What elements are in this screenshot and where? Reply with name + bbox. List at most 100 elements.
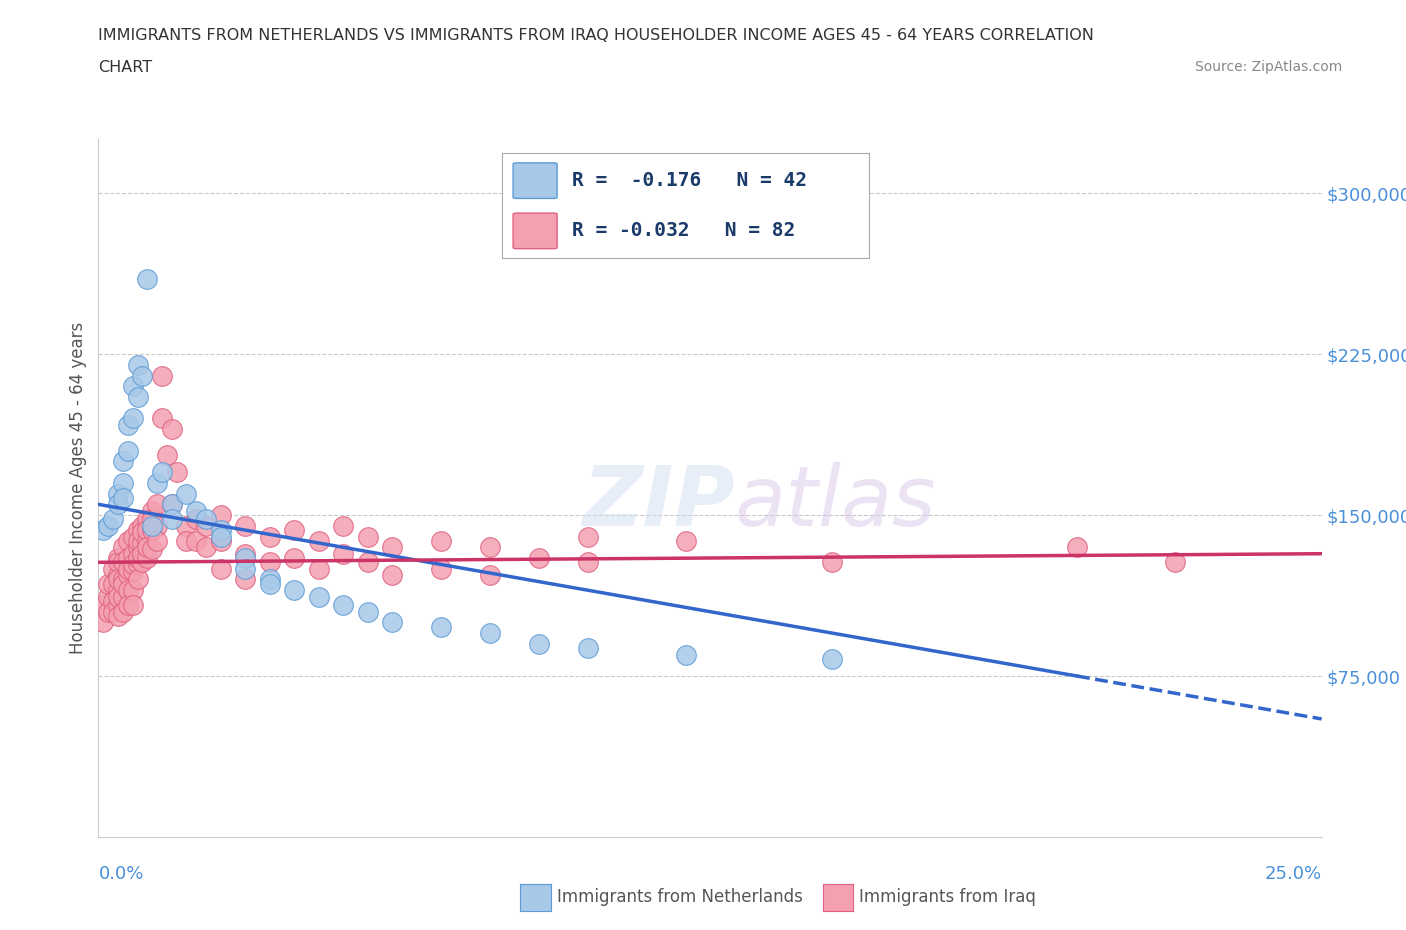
Point: [186, 512, 208, 526]
Point: [136, 512, 159, 526]
Point: [576, 641, 599, 656]
Point: [160, 422, 183, 437]
Point: [233, 562, 256, 577]
Point: [117, 567, 139, 582]
Point: [97, 604, 120, 619]
Point: [308, 562, 330, 577]
Point: [111, 454, 134, 469]
Point: [121, 557, 143, 572]
Point: [259, 577, 281, 591]
Point: [259, 555, 281, 570]
Point: [107, 486, 129, 501]
Point: [101, 512, 124, 526]
Point: [146, 534, 169, 549]
Point: [576, 555, 599, 570]
Point: [107, 497, 129, 512]
Point: [141, 523, 163, 538]
Point: [127, 390, 149, 405]
Point: [121, 598, 143, 613]
Point: [381, 567, 404, 582]
Point: [101, 604, 124, 619]
Point: [209, 529, 232, 544]
Point: [209, 523, 232, 538]
Point: [1164, 555, 1187, 570]
Point: [107, 608, 129, 623]
Point: [160, 512, 183, 526]
Point: [176, 486, 198, 501]
Point: [146, 497, 169, 512]
Point: [117, 598, 139, 613]
Point: [121, 546, 143, 561]
Point: [111, 590, 134, 604]
Point: [127, 357, 149, 372]
Point: [127, 572, 149, 587]
Point: [195, 518, 218, 533]
Point: [111, 577, 134, 591]
Point: [121, 529, 143, 544]
Point: [127, 557, 149, 572]
Text: CHART: CHART: [98, 60, 152, 75]
Point: [117, 418, 139, 432]
Point: [308, 534, 330, 549]
Point: [195, 539, 218, 554]
Point: [117, 444, 139, 458]
Point: [107, 572, 129, 587]
Point: [111, 555, 134, 570]
Text: IMMIGRANTS FROM NETHERLANDS VS IMMIGRANTS FROM IRAQ HOUSEHOLDER INCOME AGES 45 -: IMMIGRANTS FROM NETHERLANDS VS IMMIGRANT…: [98, 28, 1094, 43]
Point: [117, 534, 139, 549]
Point: [209, 508, 232, 523]
Point: [127, 534, 149, 549]
Point: [233, 551, 256, 565]
Point: [259, 529, 281, 544]
Point: [186, 503, 208, 518]
Point: [107, 555, 129, 570]
Point: [107, 567, 129, 582]
Point: [121, 379, 143, 393]
Point: [127, 539, 149, 554]
Point: [675, 647, 697, 662]
Point: [478, 567, 501, 582]
Point: [283, 551, 305, 565]
Point: [356, 555, 378, 570]
Point: [136, 523, 159, 538]
Point: [176, 518, 198, 533]
Point: [527, 551, 550, 565]
Point: [150, 368, 173, 383]
Point: [356, 529, 378, 544]
Point: [430, 562, 453, 577]
Point: [146, 475, 169, 490]
Point: [91, 598, 114, 613]
Point: [97, 590, 120, 604]
Point: [111, 604, 134, 619]
Point: [381, 539, 404, 554]
Point: [117, 583, 139, 598]
Point: [136, 551, 159, 565]
Point: [107, 583, 129, 598]
Point: [117, 562, 139, 577]
Point: [107, 551, 129, 565]
Point: [131, 368, 153, 383]
Point: [91, 523, 114, 538]
Point: [107, 598, 129, 613]
Point: [166, 465, 188, 480]
Point: [233, 572, 256, 587]
Point: [233, 518, 256, 533]
Text: atlas: atlas: [734, 461, 936, 543]
Point: [111, 539, 134, 554]
Point: [141, 518, 163, 533]
Point: [127, 551, 149, 565]
Point: [91, 615, 114, 630]
Text: Source: ZipAtlas.com: Source: ZipAtlas.com: [1195, 60, 1343, 74]
Point: [150, 465, 173, 480]
Point: [131, 546, 153, 561]
Point: [430, 619, 453, 634]
Point: [121, 411, 143, 426]
Point: [356, 604, 378, 619]
Point: [127, 523, 149, 538]
Point: [576, 529, 599, 544]
Point: [107, 590, 129, 604]
Point: [332, 546, 354, 561]
Point: [121, 564, 143, 578]
Point: [478, 539, 501, 554]
Point: [131, 555, 153, 570]
